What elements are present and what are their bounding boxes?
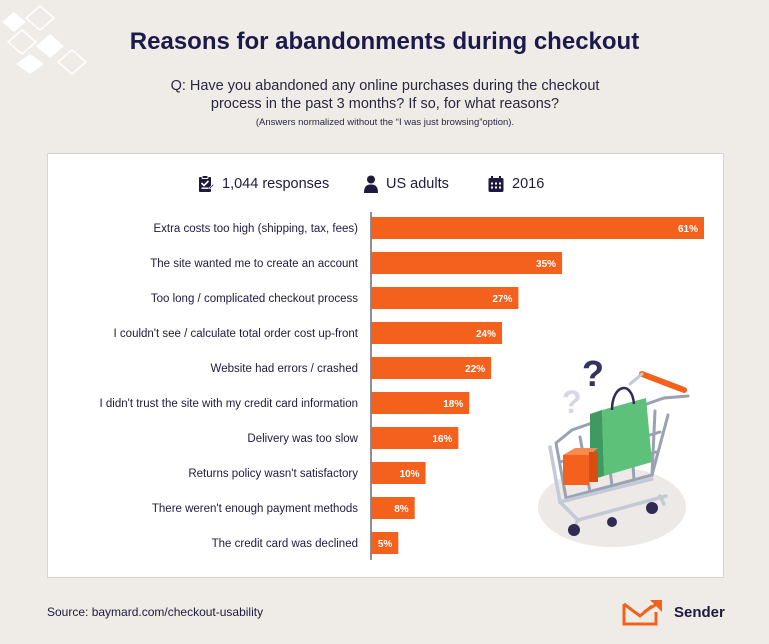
value-label: 27% [492, 294, 512, 305]
value-label: 61% [678, 224, 698, 235]
value-label: 8% [394, 504, 409, 515]
bar-2 [371, 287, 519, 309]
brand-name: Sender [674, 603, 725, 621]
sender-logo-icon [622, 600, 662, 626]
calendar-icon [488, 176, 504, 192]
category-label: Extra costs too high (shipping, tax, fee… [153, 223, 358, 235]
bar-1 [371, 252, 563, 274]
meta-responses: 1,044 responses [198, 174, 329, 194]
meta-year: 2016 [488, 174, 544, 194]
value-label: 22% [465, 364, 485, 375]
person-icon [364, 175, 378, 193]
category-label: Website had errors / crashed [211, 363, 358, 375]
svg-text:?: ? [582, 353, 604, 394]
responses-count: 1,044 responses [222, 176, 330, 192]
category-label: There weren't enough payment methods [152, 503, 358, 515]
value-label: 18% [443, 399, 463, 410]
brand-logo: Sender [622, 598, 725, 626]
category-label: The site wanted me to create an account [150, 258, 359, 270]
survey-note: (Answers normalized without the “I was j… [255, 117, 515, 128]
audience-label: US adults [386, 176, 449, 192]
shopping-cart-icon: ? ? [538, 353, 690, 547]
category-label: I didn't trust the site with my credit c… [100, 398, 359, 410]
page-title: Reasons for abandonments during checkout [129, 28, 640, 55]
bar-5 [371, 392, 470, 414]
survey-question: Q: Have you abandoned any online purchas… [170, 78, 600, 112]
category-label: The credit card was declined [212, 538, 358, 550]
category-label: Too long / complicated checkout process [151, 293, 358, 305]
clipboard-icon [199, 175, 214, 192]
bar-3 [371, 322, 503, 344]
meta-audience: US adults [364, 174, 449, 194]
svg-text:?: ? [562, 384, 582, 420]
decorative-diamonds [2, 5, 88, 75]
category-label: Returns policy wasn't satisfactory [188, 468, 358, 480]
category-label: I couldn't see / calculate total order c… [114, 328, 359, 340]
value-label: 10% [400, 469, 420, 480]
value-label: 16% [432, 434, 452, 445]
value-label: 24% [476, 329, 496, 340]
value-label: 5% [378, 539, 393, 550]
bar-6 [371, 427, 459, 449]
bar-9 [371, 532, 399, 554]
value-label: 35% [536, 259, 556, 270]
bar-8 [371, 497, 415, 519]
bar-7 [371, 462, 426, 484]
bar-0 [371, 217, 704, 239]
year-label: 2016 [512, 176, 545, 192]
source-citation: Source: baymard.com/checkout-usability [47, 605, 264, 619]
category-label: Delivery was too slow [247, 433, 358, 445]
bar-4 [371, 357, 492, 379]
